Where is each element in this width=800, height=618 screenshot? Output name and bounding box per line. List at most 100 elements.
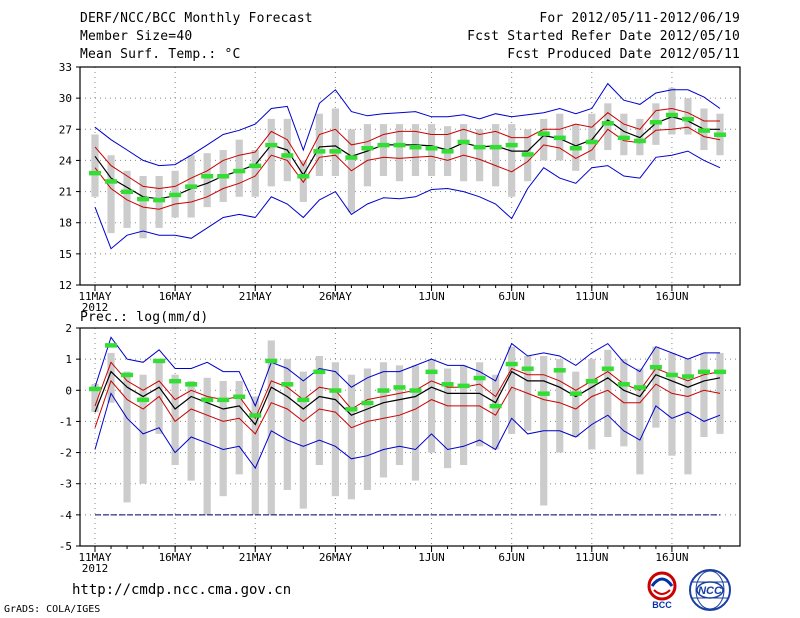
spread-bar: [299, 371, 307, 509]
observed-marker: [105, 179, 118, 184]
y-tick-label: 2: [65, 322, 72, 335]
spread-bar: [476, 362, 484, 447]
observed-marker: [217, 174, 230, 179]
ncc-logo-text: NCC: [698, 585, 723, 597]
x-tick-label: 6JUN: [498, 290, 525, 303]
observed-marker: [313, 369, 326, 375]
spread-bar: [604, 103, 612, 151]
spread-bar: [315, 356, 323, 466]
panel-prec: -5 -4 -3 -2 -1 0 1 2 11MAY 16MAY 21MAY 26MAY 1JUN 6JU…: [59, 322, 741, 575]
x-tick-label: 6JUN: [498, 551, 525, 564]
observed-marker: [425, 145, 438, 151]
y-tick-label: 12: [59, 279, 72, 292]
spread-bar: [427, 359, 436, 453]
spread-bar: [363, 368, 372, 490]
x-tick-label: 26MAY: [319, 290, 352, 303]
spread-bar: [668, 87, 676, 135]
spread-bar: [508, 124, 516, 197]
spread-bar: [91, 384, 99, 413]
observed-marker: [393, 385, 406, 390]
observed-marker: [489, 144, 502, 150]
x-tick-label: 11MAY: [78, 551, 111, 564]
observed-marker: [697, 128, 710, 133]
spread-bar: [459, 124, 468, 182]
observed-marker: [329, 149, 342, 154]
observed-marker: [601, 366, 614, 371]
y-tick-label: 33: [59, 61, 72, 74]
series-line-max: [94, 82, 721, 167]
spread-bar: [492, 374, 500, 450]
observed-marker: [281, 153, 294, 158]
y-tick-label: -2: [59, 447, 72, 460]
panel-temp: 12 15 18 21 24 27 30 33 11MAY 16MAY 21MAY 26MAY 1JUN…: [59, 61, 741, 314]
observed-marker: [201, 174, 214, 179]
observed-marker: [265, 358, 278, 364]
observed-marker: [185, 184, 198, 189]
observed-marker: [137, 397, 150, 403]
forecast-start-date: Fcst Started Refer Date 2012/05/10: [467, 29, 740, 44]
spread-bar: [443, 368, 452, 469]
spread-bar: [556, 359, 564, 453]
spread-bar: [251, 396, 259, 515]
temperature-variable-label: Mean Surf. Temp.: °C: [80, 47, 241, 62]
observed-marker: [217, 397, 230, 403]
series-line-min: [94, 392, 721, 470]
series-line-max: [94, 336, 720, 408]
observed-marker: [249, 413, 262, 418]
observed-marker: [89, 386, 101, 392]
series-line-min: [94, 150, 721, 250]
spread-bar: [476, 129, 484, 182]
x-tick-label: 16MAY: [159, 290, 192, 303]
x-tick-label: 16MAY: [159, 551, 192, 564]
spread-bar: [588, 113, 596, 161]
observed-marker: [393, 142, 406, 148]
member-size-label: Member Size=40: [80, 29, 193, 44]
spread-bar: [203, 377, 211, 515]
plot-frame: [79, 66, 741, 286]
spread-bar: [459, 365, 468, 466]
y-tick-label: -4: [59, 509, 73, 522]
spread-bar: [540, 118, 548, 161]
observed-marker: [649, 120, 662, 125]
observed-marker: [617, 135, 630, 141]
observed-marker: [441, 382, 454, 387]
plot-frame: [79, 327, 741, 547]
observed-marker: [425, 369, 438, 375]
source-url[interactable]: http://cmdp.ncc.cma.gov.cn: [72, 582, 292, 598]
observed-marker: [633, 138, 646, 144]
observed-marker: [105, 343, 118, 348]
observed-marker: [553, 368, 566, 373]
x-tick-label: 1JUN: [418, 551, 445, 564]
y-tick-label: 1: [65, 353, 72, 366]
spread-bar: [235, 380, 243, 475]
observed-marker: [377, 142, 390, 148]
observed-marker: [441, 149, 454, 154]
observed-marker: [249, 163, 262, 169]
y-tick-label: 30: [59, 92, 72, 105]
observed-marker: [665, 372, 678, 378]
x-tick-label: 21MAY: [239, 290, 272, 303]
observed-marker: [457, 139, 470, 145]
y-tick-label: -3: [59, 478, 72, 491]
spread-bar: [171, 374, 179, 466]
spread-bar: [508, 346, 516, 434]
chart-title: DERF/NCC/BCC Monthly Forecast: [80, 11, 313, 26]
observed-marker: [617, 382, 630, 387]
x-tick-label: 16JUN: [655, 551, 688, 564]
ncc-logo: NCC: [689, 569, 731, 611]
spread-bar: [235, 139, 243, 197]
observed-marker: [121, 189, 134, 195]
x-tick-label: 21MAY: [239, 551, 272, 564]
spread-bar: [299, 160, 307, 202]
observed-marker: [377, 388, 390, 393]
spread-bar: [107, 155, 115, 234]
observed-marker: [297, 174, 310, 179]
observed-marker: [537, 391, 550, 396]
observed-marker: [233, 168, 246, 174]
observed-marker: [313, 149, 326, 154]
observed-marker: [681, 116, 694, 122]
y-tick-label: 15: [59, 248, 72, 261]
observed-marker: [489, 403, 502, 409]
spread-bar: [604, 349, 612, 437]
observed-marker: [361, 145, 374, 151]
